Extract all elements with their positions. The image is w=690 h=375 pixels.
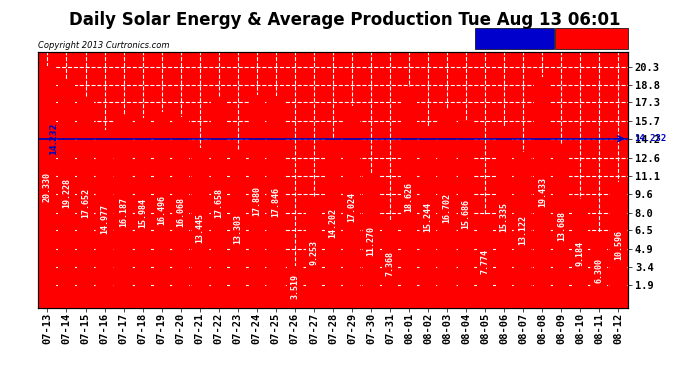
Text: Copyright 2013 Curtronics.com: Copyright 2013 Curtronics.com [38, 41, 170, 50]
Text: 13.688: 13.688 [557, 211, 566, 242]
Bar [154, 112, 170, 308]
Bar [534, 77, 551, 308]
Text: 11.270: 11.270 [366, 226, 375, 256]
Text: Daily Solar Energy & Average Production Tue Aug 13 06:01: Daily Solar Energy & Average Production … [69, 11, 621, 29]
Text: 13.122: 13.122 [519, 214, 528, 244]
Bar [172, 117, 189, 308]
Text: 15.244: 15.244 [424, 202, 433, 232]
Bar [248, 95, 265, 308]
Text: 20.330: 20.330 [43, 172, 52, 202]
Text: 9.184: 9.184 [576, 240, 585, 266]
Text: Daily  (kWh): Daily (kWh) [560, 34, 623, 43]
Bar [325, 139, 341, 308]
Text: 9.253: 9.253 [309, 240, 318, 265]
Bar [458, 122, 474, 308]
Text: 13.445: 13.445 [195, 213, 204, 243]
Text: 13.303: 13.303 [233, 214, 242, 244]
Bar [363, 174, 379, 308]
Bar [192, 148, 208, 308]
Bar [553, 145, 569, 308]
Text: Average  (kWh): Average (kWh) [475, 34, 553, 43]
Bar [610, 182, 627, 308]
Bar [77, 98, 94, 308]
Text: 17.880: 17.880 [253, 186, 262, 216]
Text: 10.596: 10.596 [614, 230, 623, 260]
Text: 14.232: 14.232 [634, 134, 666, 143]
Bar [59, 80, 75, 308]
Text: 7.774: 7.774 [481, 249, 490, 274]
Text: 17.846: 17.846 [271, 187, 280, 217]
Bar [97, 130, 112, 308]
Text: 16.702: 16.702 [442, 194, 452, 224]
Text: 16.068: 16.068 [176, 197, 185, 227]
Text: 16.187: 16.187 [119, 196, 128, 226]
Bar [401, 87, 417, 308]
Bar [287, 266, 303, 308]
Text: 17.652: 17.652 [81, 188, 90, 218]
Bar [477, 215, 493, 308]
Text: 19.433: 19.433 [538, 177, 546, 207]
Text: 7.368: 7.368 [386, 251, 395, 276]
Bar [515, 152, 531, 308]
Text: 16.496: 16.496 [157, 195, 166, 225]
Bar [591, 233, 607, 308]
Text: 17.658: 17.658 [214, 188, 224, 218]
Text: 15.984: 15.984 [138, 198, 147, 228]
Bar [39, 66, 56, 308]
Bar [115, 116, 132, 308]
Bar [439, 110, 455, 308]
Bar [135, 118, 150, 308]
Bar [496, 126, 512, 308]
Text: 19.228: 19.228 [62, 178, 71, 209]
Bar [420, 127, 436, 308]
Bar [344, 106, 360, 308]
Bar [306, 198, 322, 308]
Text: 18.626: 18.626 [404, 182, 413, 212]
Text: 6.300: 6.300 [595, 258, 604, 283]
Text: 14.202: 14.202 [328, 208, 337, 238]
Bar [572, 199, 589, 308]
Text: 15.335: 15.335 [500, 201, 509, 231]
Text: 14.232: 14.232 [49, 123, 58, 155]
Bar [268, 96, 284, 308]
Text: 3.519: 3.519 [290, 274, 299, 299]
Bar [230, 150, 246, 308]
Text: 14.977: 14.977 [100, 204, 109, 234]
Text: 17.024: 17.024 [348, 192, 357, 222]
Text: 15.686: 15.686 [462, 200, 471, 230]
Bar [210, 98, 227, 308]
Bar [382, 220, 398, 308]
